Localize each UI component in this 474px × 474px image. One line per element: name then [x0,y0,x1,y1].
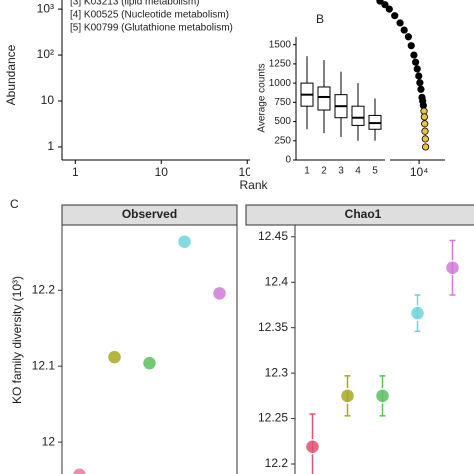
legend-text: [3] K03213 (lipid metabolism) [70,0,200,8]
legend-text: [4] K00525 (Nucleotide metabolism) [70,10,229,21]
point [421,135,429,143]
point [421,120,429,128]
x-tick-label: 5 [372,166,378,177]
facet-title: Observed [122,207,177,221]
point [410,51,418,59]
box [317,86,331,111]
y-tick-label: 10³ [37,1,54,15]
point [374,388,391,404]
point [422,143,430,151]
x-tick-label: 10 [155,165,169,179]
point [420,113,428,121]
point [416,79,424,87]
point [412,58,420,66]
point [381,1,389,9]
point [404,33,412,41]
point [304,438,321,455]
y-tick-label: 12.35 [258,320,288,334]
facet-title: Chao1 [345,207,382,221]
point [409,305,426,321]
y-tick-label: 750 [274,97,291,108]
x-tick-label: 10⁴ [410,165,429,179]
y-tick-label: 1250 [269,59,292,70]
point [106,349,123,365]
y-tick-label: 1 [47,139,54,153]
point [415,72,423,80]
y-tick-label: 1500 [269,39,292,50]
point [385,5,393,13]
x-tick-label: 4 [355,166,361,177]
y-tick-label: 0 [285,155,291,166]
point [417,85,425,93]
y-axis-label: KO family diversity (10³) [10,276,24,404]
x-axis-label: Rank [239,178,268,192]
point [176,233,193,250]
point [71,467,88,474]
x-tick-label: 1 [304,166,310,177]
point [339,388,356,404]
point [211,285,228,302]
panel [61,224,238,474]
point [376,0,384,5]
x-tick-label: 2 [321,166,327,177]
panel [294,224,474,474]
y-tick-label: 500 [274,116,291,127]
x-tick-label: 3 [338,166,344,177]
point [400,26,408,34]
box [351,105,365,126]
point [141,355,158,371]
legend-text: [5] K00799 (Glutathione metabolism) [70,23,233,34]
y-tick-label: 250 [274,135,291,146]
panel-label: B [316,12,324,26]
point [413,65,421,73]
y-tick-label: 10 [41,93,55,107]
y-axis-label: Abundance [4,44,18,105]
y-tick-label: 12.3 [265,365,289,379]
y-tick-label: 1000 [269,78,292,89]
y-tick-label: 12.1 [32,358,56,372]
point [444,259,461,276]
point [407,42,415,50]
y-tick-label: 12.2 [32,282,56,296]
y-axis-label: Average counts [257,63,268,132]
y-tick-label: 12 [42,434,56,448]
y-tick-label: 12.2 [265,456,289,470]
panel-label: C [10,197,19,211]
y-tick-label: 10² [37,47,54,61]
y-tick-label: 12.25 [258,411,288,425]
point [391,12,399,20]
point [396,19,404,27]
point [421,127,429,135]
y-tick-label: 12.45 [258,229,288,243]
x-tick-label: 1 [72,165,79,179]
y-tick-label: 12.4 [265,274,289,288]
